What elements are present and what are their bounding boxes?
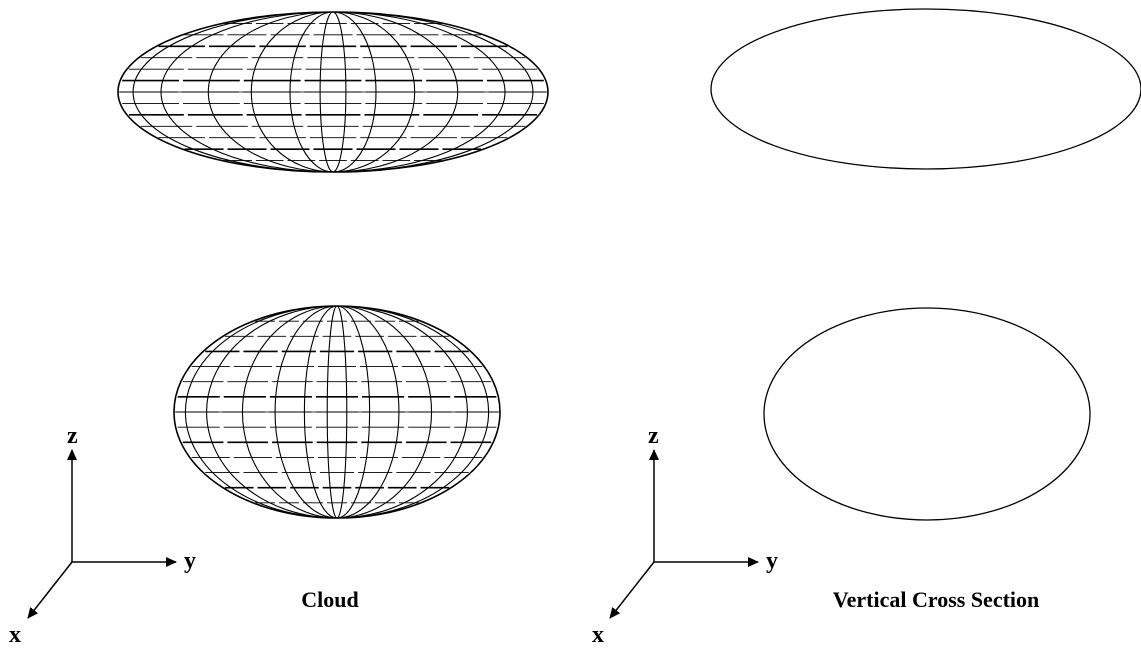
right-y-label: y bbox=[766, 548, 778, 574]
left-x-label: x bbox=[9, 622, 21, 648]
cross-section-caption: Vertical Cross Section bbox=[833, 587, 1040, 612]
right-coordinate-axes: z y x bbox=[592, 423, 778, 648]
round-cloud-wireframe bbox=[173, 305, 501, 519]
right-x-label: x bbox=[592, 622, 604, 648]
round-cross-section-ellipse bbox=[763, 307, 1091, 521]
left-coordinate-axes: z y x bbox=[9, 423, 196, 648]
cloud-caption: Cloud bbox=[301, 587, 358, 612]
right-x-axis bbox=[609, 561, 655, 619]
left-y-label: y bbox=[184, 548, 196, 574]
left-x-axis bbox=[27, 561, 73, 619]
flat-cross-section-ellipse bbox=[710, 8, 1141, 170]
left-z-label: z bbox=[67, 423, 78, 449]
flat-cloud-wireframe bbox=[117, 11, 549, 173]
right-z-label: z bbox=[648, 423, 659, 449]
